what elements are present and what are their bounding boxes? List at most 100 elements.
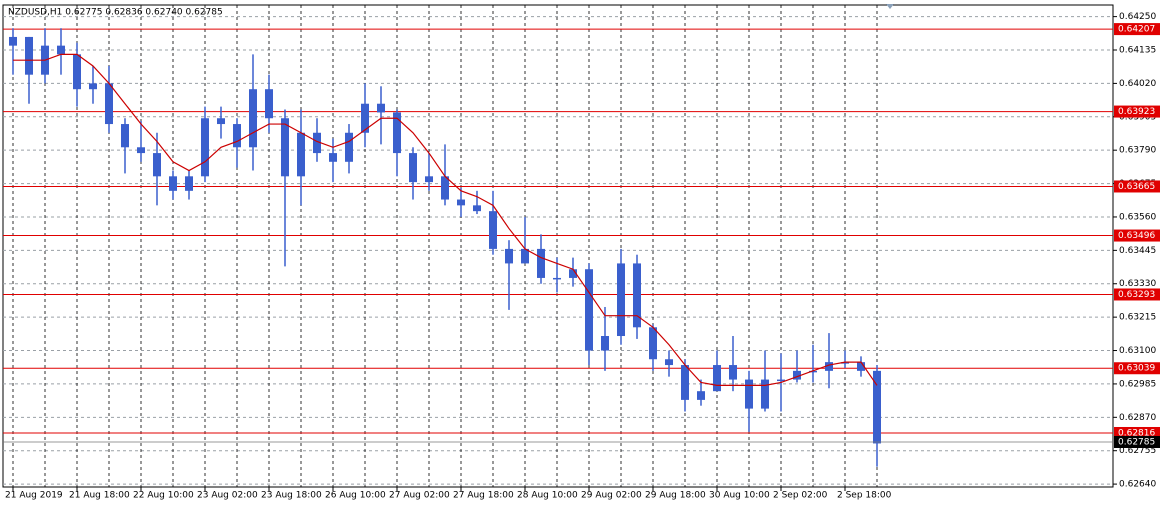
x-tick-label: 26 Aug 10:00 bbox=[325, 491, 386, 501]
x-tick-label: 28 Aug 10:00 bbox=[517, 491, 578, 501]
y-tick-label: 0.63445 bbox=[1119, 246, 1156, 256]
shift-marker bbox=[886, 4, 894, 9]
y-tick-label: 0.63560 bbox=[1119, 212, 1156, 222]
candle-body bbox=[201, 118, 209, 177]
candle-body bbox=[409, 153, 417, 183]
x-tick-label: 22 Aug 10:00 bbox=[133, 491, 194, 501]
current-price-label: 0.62785 bbox=[1118, 437, 1155, 447]
candle-body bbox=[841, 362, 849, 364]
candle-body bbox=[297, 132, 305, 177]
candle-body bbox=[729, 365, 737, 380]
price-level-tag bbox=[1114, 362, 1160, 375]
candle-body bbox=[185, 176, 193, 191]
candle-body bbox=[761, 379, 769, 409]
y-tick-label: 0.63100 bbox=[1119, 346, 1156, 356]
price-level-tag bbox=[1114, 288, 1160, 301]
candle-body bbox=[457, 199, 465, 206]
candle-body bbox=[73, 54, 81, 90]
candle-body bbox=[377, 103, 385, 113]
candle-body bbox=[697, 391, 705, 400]
y-tick-label: 0.62870 bbox=[1119, 413, 1156, 423]
chart-title: NZDUSD,H1 0.62775 0.62836 0.62740 0.6278… bbox=[8, 8, 223, 18]
candle-body bbox=[809, 370, 817, 373]
candle-body bbox=[281, 118, 289, 177]
price-level-tag bbox=[1114, 105, 1160, 118]
candle-body bbox=[745, 379, 753, 409]
price-level-label: 0.63496 bbox=[1118, 231, 1155, 241]
candle-body bbox=[665, 359, 673, 366]
candle-body bbox=[361, 103, 369, 133]
candle-body bbox=[473, 205, 481, 212]
y-tick-label: 0.63215 bbox=[1119, 313, 1156, 323]
y-tick-label: 0.63790 bbox=[1119, 146, 1156, 156]
price-level-tag bbox=[1114, 23, 1160, 36]
x-tick-label: 23 Aug 02:00 bbox=[197, 491, 258, 501]
candle-body bbox=[489, 211, 497, 249]
candle-body bbox=[89, 83, 97, 90]
x-tick-label: 30 Aug 10:00 bbox=[709, 491, 770, 501]
price-level-label: 0.64207 bbox=[1118, 25, 1155, 35]
y-tick-label: 0.62640 bbox=[1119, 480, 1156, 490]
candle-body bbox=[649, 327, 657, 360]
y-tick-label: 0.64250 bbox=[1119, 12, 1156, 22]
candle-body bbox=[441, 176, 449, 200]
candle-body bbox=[249, 89, 257, 148]
x-tick-label: 29 Aug 02:00 bbox=[581, 491, 642, 501]
candle-body bbox=[601, 336, 609, 351]
price-level-label: 0.63665 bbox=[1118, 182, 1155, 192]
plot-frame bbox=[2, 4, 1114, 488]
candle-body bbox=[633, 263, 641, 328]
price-level-label: 0.63923 bbox=[1118, 107, 1155, 117]
candle-body bbox=[169, 176, 177, 191]
candle-body bbox=[329, 153, 337, 162]
candle-body bbox=[681, 365, 689, 400]
price-level-tag bbox=[1114, 180, 1160, 193]
candle-body bbox=[425, 176, 433, 183]
candle-body bbox=[569, 269, 577, 278]
candle-body bbox=[393, 112, 401, 154]
y-tick-label: 0.64135 bbox=[1119, 46, 1156, 56]
y-tick-label: 0.64020 bbox=[1119, 79, 1156, 89]
x-tick-label: 29 Aug 18:00 bbox=[645, 491, 706, 501]
x-tick-label: 2 Sep 02:00 bbox=[773, 491, 828, 501]
current-price-tag bbox=[1114, 435, 1160, 448]
x-tick-label: 23 Aug 18:00 bbox=[261, 491, 322, 501]
candle-body bbox=[265, 89, 273, 119]
candle-body bbox=[137, 147, 145, 154]
candle-body bbox=[121, 124, 129, 148]
moving-average bbox=[13, 53, 878, 386]
y-tick-label: 0.63330 bbox=[1119, 279, 1156, 289]
candle-body bbox=[25, 36, 33, 75]
candle-body bbox=[521, 248, 529, 264]
x-tick-label: 21 Aug 2019 bbox=[5, 491, 63, 501]
x-tick-label: 2 Sep 18:00 bbox=[837, 491, 892, 501]
candle-body bbox=[153, 153, 161, 177]
x-tick-label: 21 Aug 18:00 bbox=[69, 491, 130, 501]
candle-body bbox=[873, 370, 881, 444]
candle-body bbox=[553, 277, 561, 280]
candle-body bbox=[857, 362, 865, 371]
candle-body bbox=[313, 132, 321, 154]
x-tick-label: 27 Aug 02:00 bbox=[389, 491, 450, 501]
price-level-label: 0.62816 bbox=[1118, 428, 1155, 438]
price-level-label: 0.63293 bbox=[1118, 290, 1155, 300]
candle-body bbox=[9, 36, 17, 46]
candle-body bbox=[105, 83, 113, 125]
price-level-tag bbox=[1114, 229, 1160, 242]
candle-body bbox=[793, 370, 801, 380]
candle-body bbox=[777, 379, 785, 382]
candle-body bbox=[585, 269, 593, 351]
candle-body bbox=[537, 248, 545, 278]
price-level-label: 0.63039 bbox=[1118, 364, 1155, 374]
y-tick-label: 0.62985 bbox=[1119, 379, 1156, 389]
candle-body bbox=[345, 132, 353, 162]
candle-body bbox=[57, 45, 65, 55]
candle-body bbox=[233, 124, 241, 148]
y-tick-label: 0.62755 bbox=[1119, 446, 1156, 456]
candle-body bbox=[713, 365, 721, 392]
candle-body bbox=[617, 263, 625, 337]
candle-body bbox=[825, 362, 833, 371]
candle-body bbox=[217, 118, 225, 125]
